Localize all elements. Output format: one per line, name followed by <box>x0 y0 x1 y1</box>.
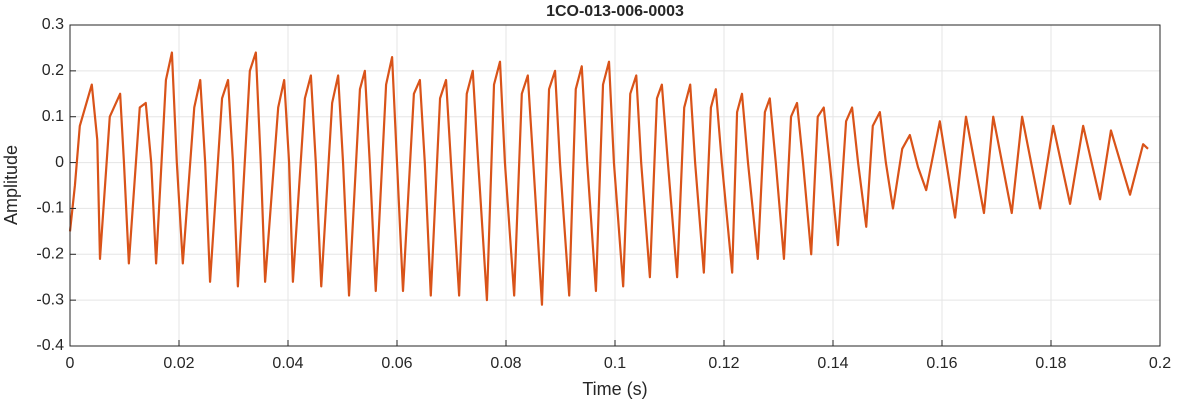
y-tick-label: -0.1 <box>36 200 64 217</box>
y-tick-label: 0 <box>55 154 64 171</box>
x-tick-label: 0.06 <box>381 355 412 372</box>
y-tick-label: 0.3 <box>42 16 64 33</box>
line-series <box>68 51 1149 306</box>
x-tick-label: 0.16 <box>926 355 957 372</box>
y-tick-label: 0.1 <box>42 108 64 125</box>
x-tick-label: 0.08 <box>490 355 521 372</box>
y-tick-label: -0.3 <box>36 291 64 308</box>
x-tick-label: 0.04 <box>272 355 303 372</box>
y-tick-label: -0.4 <box>36 337 64 354</box>
x-tick-label: 0 <box>66 355 75 372</box>
x-tick-label: 0.14 <box>817 355 848 372</box>
x-tick-label: 0.12 <box>708 355 739 372</box>
chart-title: 1CO-013-006-0003 <box>546 3 684 20</box>
y-axis-label: Amplitude <box>1 145 21 225</box>
x-tick-label: 0.2 <box>1149 355 1171 372</box>
x-tick-label: 0.18 <box>1035 355 1066 372</box>
x-tick-label: 0.1 <box>604 355 626 372</box>
y-tick-label: 0.2 <box>42 62 64 79</box>
x-tick-label: 0.02 <box>163 355 194 372</box>
x-axis-label: Time (s) <box>582 379 647 399</box>
y-tick-label: -0.2 <box>36 246 64 263</box>
lines <box>68 51 1149 306</box>
